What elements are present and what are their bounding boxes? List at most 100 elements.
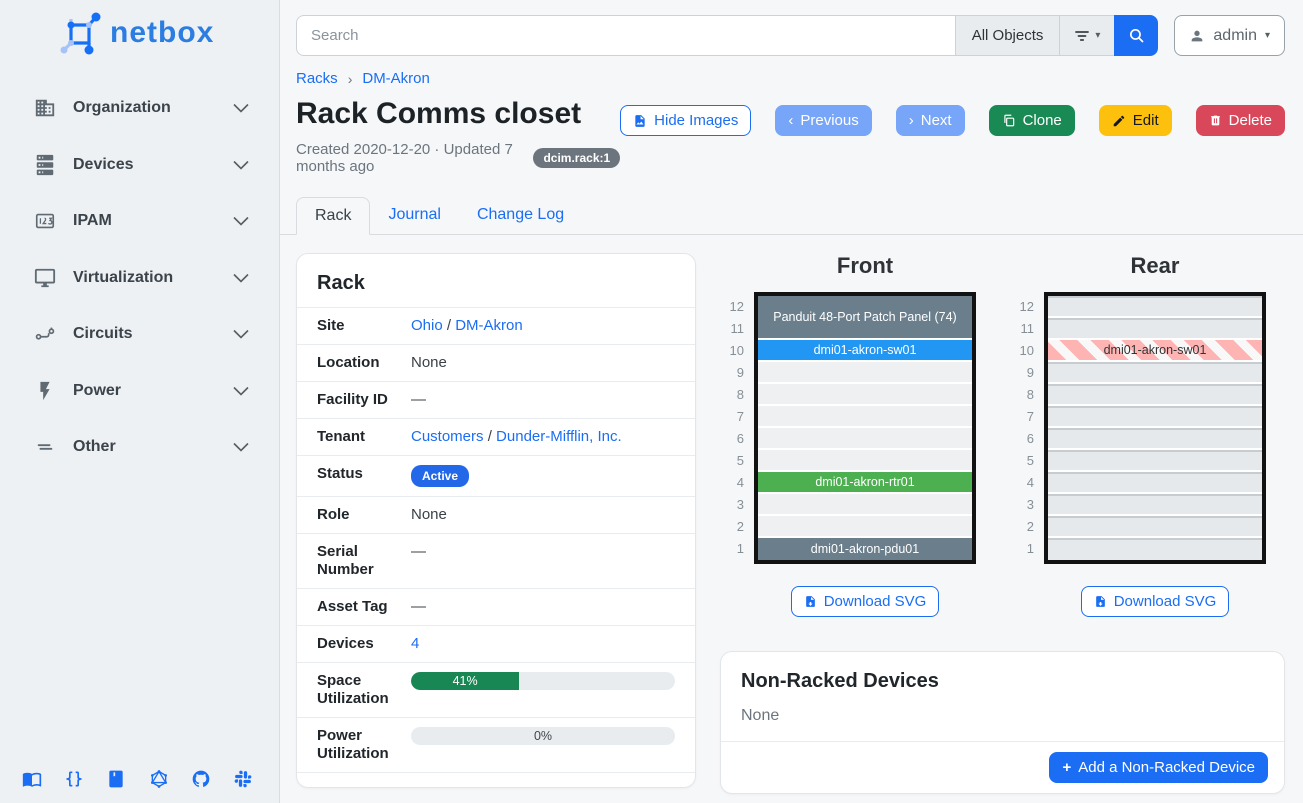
unit-number: 4	[736, 475, 744, 490]
tab-rack[interactable]: Rack	[296, 197, 371, 235]
table-row: Serial Number —	[297, 533, 695, 589]
rear-rack-graphic: dmi01-akron-sw01	[1044, 292, 1266, 564]
unit-number: 11	[730, 321, 745, 336]
api-docs-book-icon[interactable]	[106, 769, 126, 789]
devices-count-link[interactable]: 4	[411, 635, 420, 652]
rear-download-svg-button[interactable]: Download SVG	[1080, 586, 1230, 617]
user-menu-button[interactable]: admin ▾	[1174, 15, 1285, 56]
counter-icon	[35, 214, 55, 229]
role-value: None	[411, 506, 447, 523]
sidebar-item-label: Devices	[73, 155, 134, 173]
netbox-logo[interactable]: netbox	[0, 0, 279, 60]
delete-button[interactable]: Delete	[1195, 105, 1285, 136]
rack-slot-empty[interactable]	[758, 516, 972, 538]
sidebar-item-devices[interactable]: Devices	[0, 137, 279, 194]
search-scope-button[interactable]: All Objects	[954, 15, 1060, 56]
rack-slot-empty[interactable]	[758, 362, 972, 384]
search-icon	[1129, 28, 1144, 43]
tab-journal[interactable]: Journal	[388, 206, 441, 223]
unit-number: 9	[1026, 365, 1034, 380]
previous-button[interactable]: ‹ Previous	[775, 105, 872, 136]
search-submit-button[interactable]	[1114, 15, 1159, 56]
file-download-icon	[805, 596, 815, 607]
rack-slot-empty[interactable]	[758, 384, 972, 406]
filter-variant-icon	[1075, 30, 1090, 41]
site-link[interactable]: DM-Akron	[455, 317, 523, 334]
unit-number: 7	[736, 409, 744, 424]
sidebar-item-other[interactable]: Other	[0, 419, 279, 476]
unit-numbers-column: 12 11 10 9 8 7 6 5 4 3 2 1	[720, 292, 754, 564]
add-non-racked-device-button[interactable]: + Add a Non-Racked Device	[1049, 752, 1268, 783]
tab-content: Rack Site Ohio / DM-Akron Location None …	[280, 235, 1303, 803]
row-label: Serial Number	[317, 543, 374, 578]
tenant-group-link[interactable]: Customers	[411, 428, 484, 445]
row-label: Tenant	[317, 428, 366, 445]
docs-book-open-icon[interactable]	[22, 769, 42, 789]
rack-slot-blocked	[1048, 538, 1262, 560]
table-row: Status Active	[297, 455, 695, 497]
sidebar-item-ipam[interactable]: IPAM	[0, 193, 279, 250]
separator: /	[446, 317, 452, 334]
tab-bar: Rack Journal Change Log	[280, 197, 1303, 235]
created-updated-text: Created 2020-12-20 · Updated 7 months ag…	[296, 141, 513, 175]
page-header: Rack Comms closet Created 2020-12-20 · U…	[296, 91, 1285, 175]
site-group-link[interactable]: Ohio	[411, 317, 443, 334]
front-download-svg-button[interactable]: Download SVG	[790, 586, 940, 617]
rack-slot-empty[interactable]	[758, 450, 972, 472]
tenant-link[interactable]: Dunder-Mifflin, Inc.	[496, 428, 622, 445]
unit-number: 6	[1026, 431, 1034, 446]
table-row: Facility ID —	[297, 381, 695, 419]
graphql-icon[interactable]	[149, 769, 169, 789]
delete-label: Delete	[1228, 112, 1272, 129]
breadcrumb-racks-link[interactable]: Racks	[296, 70, 338, 87]
slack-icon[interactable]	[233, 769, 253, 789]
chevron-down-icon	[233, 217, 249, 226]
github-icon[interactable]	[191, 769, 211, 789]
table-row: Asset Tag —	[297, 588, 695, 626]
sidebar-item-virtualization[interactable]: Virtualization	[0, 250, 279, 307]
separator: /	[487, 428, 492, 445]
rack-slot-empty[interactable]	[758, 406, 972, 428]
rack-slot-empty[interactable]	[758, 428, 972, 450]
rack-device[interactable]: dmi01-akron-sw01	[758, 340, 972, 362]
edit-button[interactable]: Edit	[1098, 105, 1172, 136]
rack-elevations: Front 12 11 10 9 8 7 6 5 4 3 2 1 Panduit 48-Port Pa…	[720, 253, 1285, 617]
unit-number: 9	[736, 365, 744, 380]
front-rack-graphic: Panduit 48-Port Patch Panel (74) dmi01-ak…	[754, 292, 976, 564]
chevron-down-icon	[233, 386, 249, 396]
front-elevation-title: Front	[836, 253, 894, 278]
rack-device[interactable]: dmi01-akron-pdu01	[758, 538, 972, 560]
download-svg-label: Download SVG	[1113, 593, 1217, 610]
rack-slot-blocked	[1048, 472, 1262, 494]
breadcrumb: Racks › DM-Akron	[296, 70, 1303, 87]
rear-elevation-title: Rear	[1130, 253, 1180, 278]
rack-device[interactable]: dmi01-akron-rtr01	[758, 472, 972, 494]
netbox-logo-mark	[60, 12, 101, 55]
rest-api-braces-icon[interactable]	[64, 769, 84, 789]
search-input[interactable]	[296, 15, 955, 56]
sidebar-item-circuits[interactable]: Circuits	[0, 306, 279, 363]
tab-change-log[interactable]: Change Log	[476, 206, 565, 223]
non-racked-devices-panel: Non-Racked Devices None + Add a Non-Rack…	[720, 651, 1285, 794]
panel-title: Rack	[317, 272, 365, 294]
caret-down-icon: ▾	[1095, 30, 1101, 41]
copy-icon	[1003, 114, 1014, 127]
rack-device[interactable]: Panduit 48-Port Patch Panel (74)	[758, 296, 972, 340]
sidebar-item-organization[interactable]: Organization	[0, 80, 279, 137]
transit-icon	[35, 327, 55, 340]
rack-slot-empty[interactable]	[758, 494, 972, 516]
unit-number: 4	[1026, 475, 1034, 490]
unit-number: 8	[736, 387, 744, 402]
netbox-logo-text: netbox	[110, 16, 215, 49]
row-label: Facility ID	[317, 391, 388, 408]
hide-images-button[interactable]: Hide Images	[620, 105, 752, 136]
next-button[interactable]: › Next	[895, 105, 965, 136]
rack-device[interactable]: dmi01-akron-sw01	[1048, 340, 1262, 362]
breadcrumb-site-link[interactable]: DM-Akron	[362, 70, 430, 87]
monitor-icon	[34, 268, 56, 287]
clone-button[interactable]: Clone	[988, 105, 1075, 136]
unit-number: 2	[736, 519, 744, 534]
table-row: Role None	[297, 496, 695, 534]
sidebar-item-power[interactable]: Power	[0, 363, 279, 420]
search-filter-button[interactable]: ▾	[1059, 15, 1115, 56]
